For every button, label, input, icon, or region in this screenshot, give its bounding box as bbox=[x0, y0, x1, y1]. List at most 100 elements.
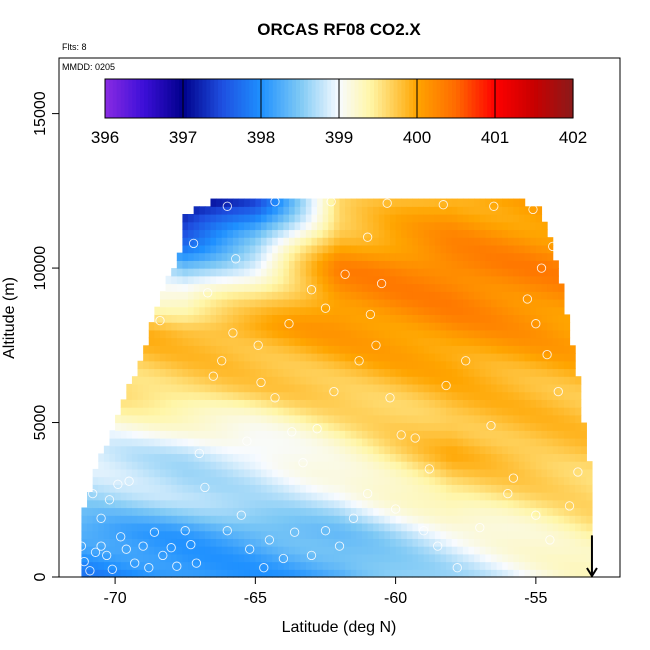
heatmap-cell bbox=[244, 530, 251, 539]
heatmap-cell bbox=[350, 399, 357, 408]
heatmap-cell bbox=[176, 368, 184, 377]
heatmap-cell bbox=[502, 546, 509, 555]
heatmap-cell bbox=[513, 376, 520, 385]
heatmap-cell bbox=[277, 546, 284, 555]
heatmap-cell bbox=[216, 291, 223, 300]
heatmap-cell bbox=[446, 298, 453, 308]
heatmap-cell bbox=[289, 522, 296, 532]
heatmap-cell bbox=[457, 360, 464, 370]
heatmap-cell bbox=[434, 461, 442, 470]
heatmap-cell bbox=[131, 376, 139, 385]
heatmap-cell bbox=[558, 353, 565, 362]
heatmap-cell bbox=[137, 453, 144, 462]
heatmap-cell bbox=[289, 368, 296, 377]
heatmap-cell bbox=[507, 306, 515, 316]
heatmap-cell bbox=[345, 368, 352, 377]
heatmap-cell bbox=[339, 569, 346, 578]
heatmap-cell bbox=[485, 391, 492, 400]
heatmap-cell bbox=[221, 414, 228, 424]
observation-point bbox=[365, 309, 376, 320]
colorbar-swatch bbox=[128, 79, 133, 118]
heatmap-cell bbox=[474, 337, 481, 346]
heatmap-cell bbox=[446, 530, 453, 539]
heatmap-cell bbox=[126, 484, 133, 493]
heatmap-cell bbox=[563, 453, 571, 462]
heatmap-cell bbox=[547, 492, 554, 501]
heatmap-cell bbox=[541, 306, 548, 316]
heatmap-cell bbox=[322, 538, 329, 547]
heatmap-cell bbox=[345, 345, 352, 354]
heatmap-cell bbox=[406, 561, 414, 570]
heatmap-cell bbox=[434, 561, 442, 570]
heatmap-cell bbox=[389, 322, 397, 331]
heatmap-cell bbox=[389, 221, 397, 231]
heatmap-cell bbox=[429, 314, 436, 323]
heatmap-cell bbox=[238, 260, 245, 269]
heatmap-cell bbox=[210, 461, 217, 470]
heatmap-cell bbox=[317, 569, 324, 578]
heatmap-cell bbox=[131, 530, 139, 539]
heatmap-cell bbox=[412, 260, 419, 269]
heatmap-cell bbox=[395, 569, 402, 578]
heatmap-cell bbox=[277, 538, 284, 547]
heatmap-cell bbox=[266, 530, 273, 539]
heatmap-cell bbox=[558, 522, 565, 532]
heatmap-cell bbox=[260, 322, 268, 331]
heatmap-cell bbox=[300, 260, 307, 269]
heatmap-cell bbox=[429, 376, 436, 385]
heatmap-cell bbox=[283, 492, 290, 501]
heatmap-cell bbox=[356, 314, 363, 323]
heatmap-cell bbox=[294, 522, 301, 532]
heatmap-cell bbox=[283, 538, 290, 547]
heatmap-cell bbox=[530, 422, 537, 431]
heatmap-cell bbox=[468, 430, 475, 439]
heatmap-cell bbox=[389, 198, 397, 207]
observation-point bbox=[130, 558, 140, 568]
heatmap-cell bbox=[479, 476, 486, 485]
heatmap-cell bbox=[311, 360, 318, 370]
heatmap-cell bbox=[496, 360, 503, 370]
heatmap-cell bbox=[193, 507, 200, 516]
heatmap-cell bbox=[216, 198, 223, 207]
heatmap-cell bbox=[451, 492, 458, 501]
heatmap-cell bbox=[182, 476, 189, 485]
heatmap-cell bbox=[143, 530, 150, 539]
colorbar-tick-label: 398 bbox=[247, 128, 275, 147]
heatmap-cell bbox=[434, 530, 442, 539]
heatmap-cell bbox=[216, 244, 223, 254]
heatmap-cell bbox=[165, 507, 172, 516]
heatmap-cell bbox=[569, 345, 576, 354]
heatmap-cell bbox=[317, 476, 324, 485]
heatmap-cell bbox=[272, 306, 279, 316]
heatmap-cell bbox=[558, 492, 565, 501]
heatmap-cell bbox=[446, 206, 453, 215]
heatmap-cell bbox=[524, 515, 531, 524]
heatmap-cell bbox=[401, 437, 408, 447]
heatmap-cell bbox=[305, 291, 313, 300]
heatmap-cell bbox=[389, 414, 397, 424]
heatmap-cell bbox=[423, 229, 430, 238]
heatmap-cell bbox=[176, 337, 184, 346]
heatmap-cell bbox=[283, 414, 290, 424]
heatmap-cell bbox=[300, 337, 307, 346]
heatmap-cell bbox=[507, 553, 515, 563]
heatmap-cell bbox=[305, 569, 313, 578]
heatmap-cell bbox=[519, 499, 526, 509]
heatmap-cell bbox=[373, 322, 380, 331]
heatmap-cell bbox=[373, 538, 380, 547]
heatmap-cell bbox=[373, 268, 380, 277]
heatmap-cell bbox=[266, 414, 273, 424]
heatmap-cell bbox=[216, 252, 223, 261]
heatmap-cell bbox=[249, 322, 256, 331]
heatmap-cell bbox=[401, 314, 408, 323]
heatmap-cell bbox=[255, 229, 262, 238]
heatmap-cell bbox=[333, 522, 341, 532]
heatmap-cell bbox=[165, 275, 172, 285]
heatmap-cell bbox=[103, 484, 111, 493]
heatmap-cell bbox=[524, 337, 531, 346]
heatmap-cell bbox=[159, 515, 167, 524]
heatmap-cell bbox=[188, 306, 195, 316]
heatmap-cell bbox=[221, 376, 228, 385]
heatmap-cell bbox=[244, 407, 251, 416]
heatmap-cell bbox=[154, 360, 161, 370]
